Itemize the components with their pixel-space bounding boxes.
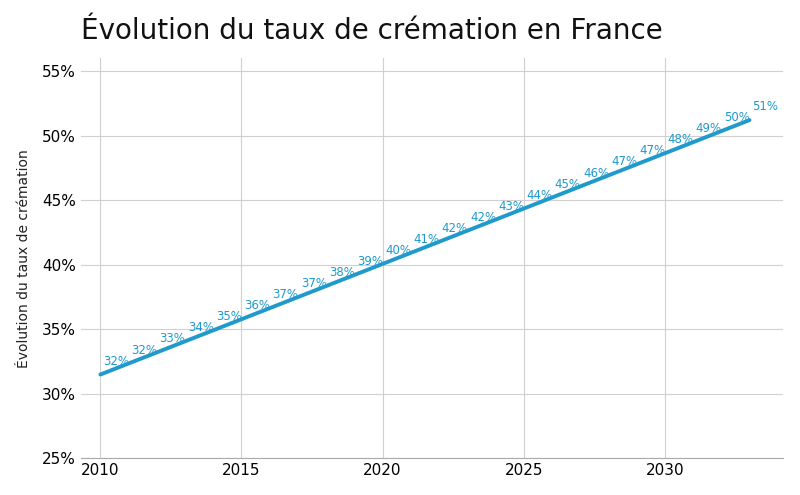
Text: 34%: 34% [188,321,214,335]
Text: 42%: 42% [442,222,468,235]
Text: 35%: 35% [216,310,242,323]
Text: 51%: 51% [752,100,778,113]
Text: 44%: 44% [526,189,553,201]
Text: 49%: 49% [696,122,722,135]
Text: 32%: 32% [103,354,129,368]
Text: 45%: 45% [554,178,581,191]
Text: 37%: 37% [273,288,298,301]
Text: 37%: 37% [301,277,326,290]
Text: 40%: 40% [386,244,411,257]
Text: 42%: 42% [470,211,496,224]
Text: 47%: 47% [639,145,666,157]
Text: 39%: 39% [357,255,383,268]
Text: 32%: 32% [131,344,158,356]
Text: 48%: 48% [667,133,694,147]
Text: 38%: 38% [329,266,355,279]
Text: 36%: 36% [244,299,270,312]
Text: 50%: 50% [724,111,750,124]
Text: 33%: 33% [160,333,186,346]
Text: 47%: 47% [611,155,638,168]
Text: 46%: 46% [583,166,609,180]
Text: Évolution du taux de crémation en France: Évolution du taux de crémation en France [81,17,662,45]
Text: 43%: 43% [498,199,524,213]
Y-axis label: Évolution du taux de crémation: Évolution du taux de crémation [17,149,30,368]
Text: 41%: 41% [414,233,440,246]
